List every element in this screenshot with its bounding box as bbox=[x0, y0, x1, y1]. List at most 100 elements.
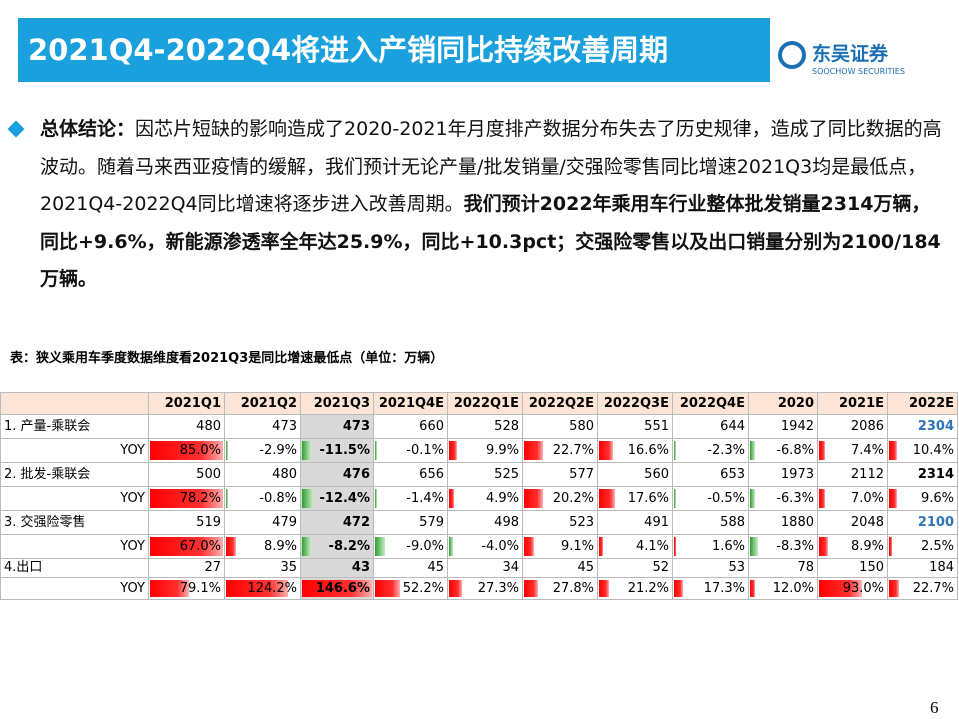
yoy-cell: 20.2% bbox=[523, 487, 598, 511]
yoy-cell: -0.5% bbox=[673, 487, 749, 511]
yoy-value: 2.5% bbox=[920, 539, 954, 554]
yoy-cell: -9.0% bbox=[374, 535, 448, 559]
table-caption: 表：狭义乘用车季度数据维度看2021Q3是同比增速最低点（单位：万辆） bbox=[10, 351, 444, 366]
value: 523 bbox=[569, 515, 594, 530]
yoy-label-cell: YOY bbox=[0, 439, 149, 463]
yoy-cell: 21.2% bbox=[598, 578, 673, 600]
yoy-value: 9.9% bbox=[485, 443, 519, 458]
yoy-value: 85.0% bbox=[179, 443, 221, 458]
header-cell: 2022Q4E bbox=[673, 392, 749, 415]
yoy-cell: -1.4% bbox=[374, 487, 448, 511]
yoy-cell: 2.5% bbox=[888, 535, 958, 559]
yoy-value: 4.1% bbox=[635, 539, 669, 554]
value-cell: 1973 bbox=[749, 463, 818, 487]
value: 2048 bbox=[850, 515, 884, 530]
yoy-value: -0.8% bbox=[259, 491, 297, 506]
value-cell: 2048 bbox=[818, 511, 888, 535]
value: 27 bbox=[204, 560, 221, 575]
yoy-value: 17.3% bbox=[703, 581, 745, 596]
data-bar bbox=[599, 537, 604, 556]
yoy-value: -1.4% bbox=[406, 491, 444, 506]
value-cell: 588 bbox=[673, 511, 749, 535]
value-cell: 2086 bbox=[818, 415, 888, 439]
value: 580 bbox=[569, 419, 594, 434]
yoy-cell: 10.4% bbox=[888, 439, 958, 463]
data-bar bbox=[302, 537, 311, 556]
value: 528 bbox=[494, 419, 519, 434]
value-cell: 660 bbox=[374, 415, 448, 439]
value-cell: 656 bbox=[374, 463, 448, 487]
data-bar bbox=[599, 489, 616, 508]
value: 579 bbox=[419, 515, 444, 530]
value: 78 bbox=[797, 560, 814, 575]
slide-title: 2021Q4-2022Q4将进入产销同比持续改善周期 bbox=[18, 18, 770, 82]
data-bar bbox=[750, 537, 759, 556]
yoy-cell: 7.0% bbox=[818, 487, 888, 511]
yoy-cell: -8.2% bbox=[301, 535, 374, 559]
column-header: 2021Q3 bbox=[313, 396, 370, 411]
data-bar bbox=[449, 580, 463, 597]
value: 525 bbox=[494, 467, 519, 482]
data-bar bbox=[819, 537, 828, 556]
yoy-cell: 8.9% bbox=[225, 535, 301, 559]
yoy-value: 8.9% bbox=[263, 539, 297, 554]
column-header: 2021Q2 bbox=[240, 396, 297, 411]
yoy-cell: 22.7% bbox=[523, 439, 598, 463]
yoy-value: 12.0% bbox=[772, 581, 814, 596]
yoy-label: YOY bbox=[120, 443, 145, 458]
yoy-value: -2.3% bbox=[707, 443, 745, 458]
data-bar bbox=[449, 441, 458, 460]
data-bar bbox=[150, 489, 223, 508]
value-cell: 473 bbox=[225, 415, 301, 439]
yoy-cell: 1.6% bbox=[673, 535, 749, 559]
yoy-value: 9.6% bbox=[920, 491, 954, 506]
value: 473 bbox=[272, 419, 297, 434]
yoy-cell: 16.6% bbox=[598, 439, 673, 463]
row-label-cell: 2. 批发-乘联会 bbox=[0, 463, 149, 487]
yoy-value: -12.4% bbox=[319, 491, 371, 506]
yoy-value: 10.4% bbox=[912, 443, 954, 458]
value-cell: 579 bbox=[374, 511, 448, 535]
value-cell: 498 bbox=[448, 511, 523, 535]
data-bar bbox=[750, 441, 756, 460]
summary-text: 因芯片短缺的影响造成了2020-2021年月度排产数据分布失去了历史规律，造成了… bbox=[40, 118, 942, 215]
yoy-value: 8.9% bbox=[850, 539, 884, 554]
yoy-cell: 85.0% bbox=[149, 439, 225, 463]
header-cell: 2022Q3E bbox=[598, 392, 673, 415]
header-cell: 2021Q1 bbox=[149, 392, 225, 415]
yoy-label-cell: YOY bbox=[0, 487, 149, 511]
data-bar bbox=[449, 489, 454, 508]
value: 2304 bbox=[917, 419, 954, 434]
yoy-value: -0.5% bbox=[707, 491, 745, 506]
yoy-cell: 27.3% bbox=[448, 578, 523, 600]
yoy-label-cell: YOY bbox=[0, 578, 149, 600]
summary-bold: 我们预计2022年乘用车行业整体批发销量2314万辆，同比+9.6%，新能源渗透… bbox=[40, 193, 941, 290]
yoy-cell: 17.3% bbox=[673, 578, 749, 600]
row-label-cell: 4.出口 bbox=[0, 559, 149, 578]
header-cell: 2021Q4E bbox=[374, 392, 448, 415]
yoy-cell: 4.1% bbox=[598, 535, 673, 559]
yoy-cell: 8.9% bbox=[818, 535, 888, 559]
header-cell: 2021E bbox=[818, 392, 888, 415]
column-header: 2020 bbox=[777, 396, 814, 411]
value: 34 bbox=[502, 560, 519, 575]
value: 498 bbox=[494, 515, 519, 530]
column-header: 2022Q3E bbox=[603, 396, 669, 411]
summary-label: 总体结论： bbox=[40, 118, 136, 140]
yoy-value: -11.5% bbox=[319, 443, 371, 458]
yoy-value: 93.0% bbox=[842, 581, 884, 596]
yoy-cell: 9.9% bbox=[448, 439, 523, 463]
row-label: 4.出口 bbox=[4, 560, 43, 575]
value-cell: 528 bbox=[448, 415, 523, 439]
yoy-value: 4.9% bbox=[485, 491, 519, 506]
page-number: 6 bbox=[930, 698, 939, 717]
yoy-cell: 52.2% bbox=[374, 578, 448, 600]
summary: 总体结论：因芯片短缺的影响造成了2020-2021年月度排产数据分布失去了历史规… bbox=[40, 111, 945, 299]
value-cell: 525 bbox=[448, 463, 523, 487]
value-cell: 78 bbox=[749, 559, 818, 578]
yoy-cell: 27.8% bbox=[523, 578, 598, 600]
yoy-cell: 93.0% bbox=[818, 578, 888, 600]
value: 656 bbox=[419, 467, 444, 482]
data-bar bbox=[150, 441, 223, 460]
yoy-cell: 9.1% bbox=[523, 535, 598, 559]
